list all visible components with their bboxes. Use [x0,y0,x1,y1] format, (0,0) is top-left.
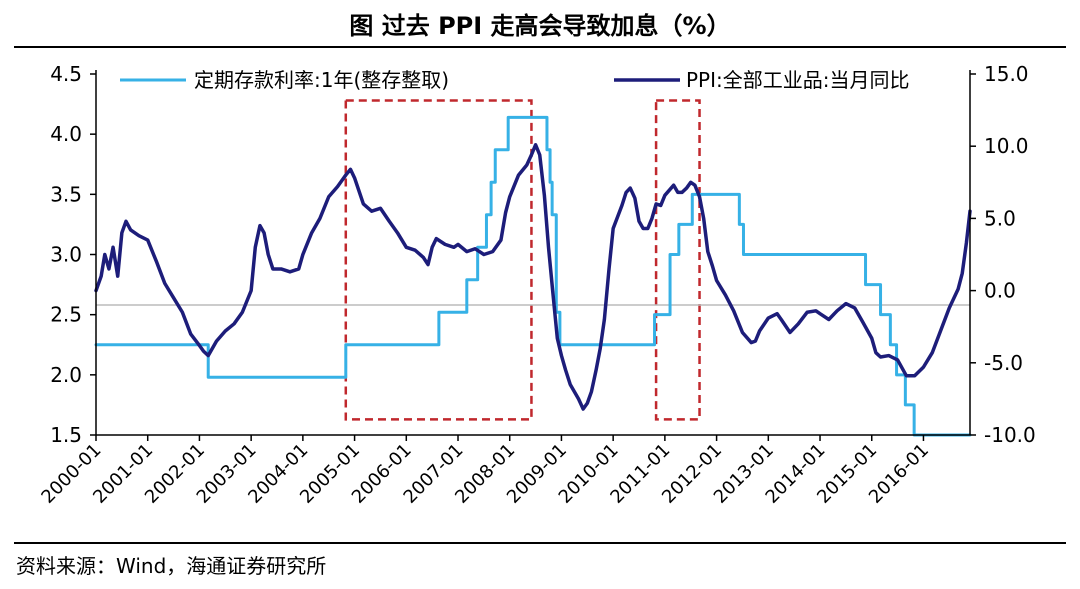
title-rule [14,46,1066,48]
series-layer [94,115,972,437]
ppi-deposit-rate-chart: 1.5 2.0 2.5 3.0 3.5 4.0 4.5 -10.0 -5.0 0.0 5.0 10.0… [37,62,1035,508]
axes: 1.5 2.0 2.5 3.0 3.5 4.0 4.5 -10.0 -5.0 0.0 5.0 10.0… [37,62,1035,508]
page-title: 图 过去 PPI 走高会导致加息（%） [349,11,731,40]
highlight-box-0 [344,99,533,421]
y-left-tick-label: 4.0 [50,122,82,146]
legend-label-ppi: PPI:全部工业品:当月同比 [686,68,910,92]
legend: 定期存款利率:1年(整存整取) PPI:全部工业品:当月同比 [120,68,910,92]
y-right-tick-label: 10.0 [984,134,1029,158]
y-right-tick-label: 0.0 [984,279,1016,303]
series-line-1 [94,143,972,411]
y-right-tick-label: -5.0 [984,351,1023,375]
y-left-tick-label: 4.5 [50,62,82,86]
y-left-tick-label: 1.5 [50,423,82,447]
y-left-tick-label: 2.0 [50,363,82,387]
y-right-tick-label: 15.0 [984,62,1029,86]
y-left-tick-label: 3.0 [50,243,82,267]
highlight-boxes [344,99,701,421]
y-left-tick-label: 2.5 [50,303,82,327]
source-note: 资料来源：Wind，海通证券研究所 [16,554,327,578]
highlight-box-1 [654,99,701,421]
y-right-tick-label: -10.0 [984,423,1036,447]
footer-rule [14,542,1066,544]
legend-label-deposit-rate: 定期存款利率:1年(整存整取) [194,68,449,92]
series-line-0 [94,115,972,437]
y-left-tick-label: 3.5 [50,182,82,206]
y-right-tick-label: 5.0 [984,206,1016,230]
